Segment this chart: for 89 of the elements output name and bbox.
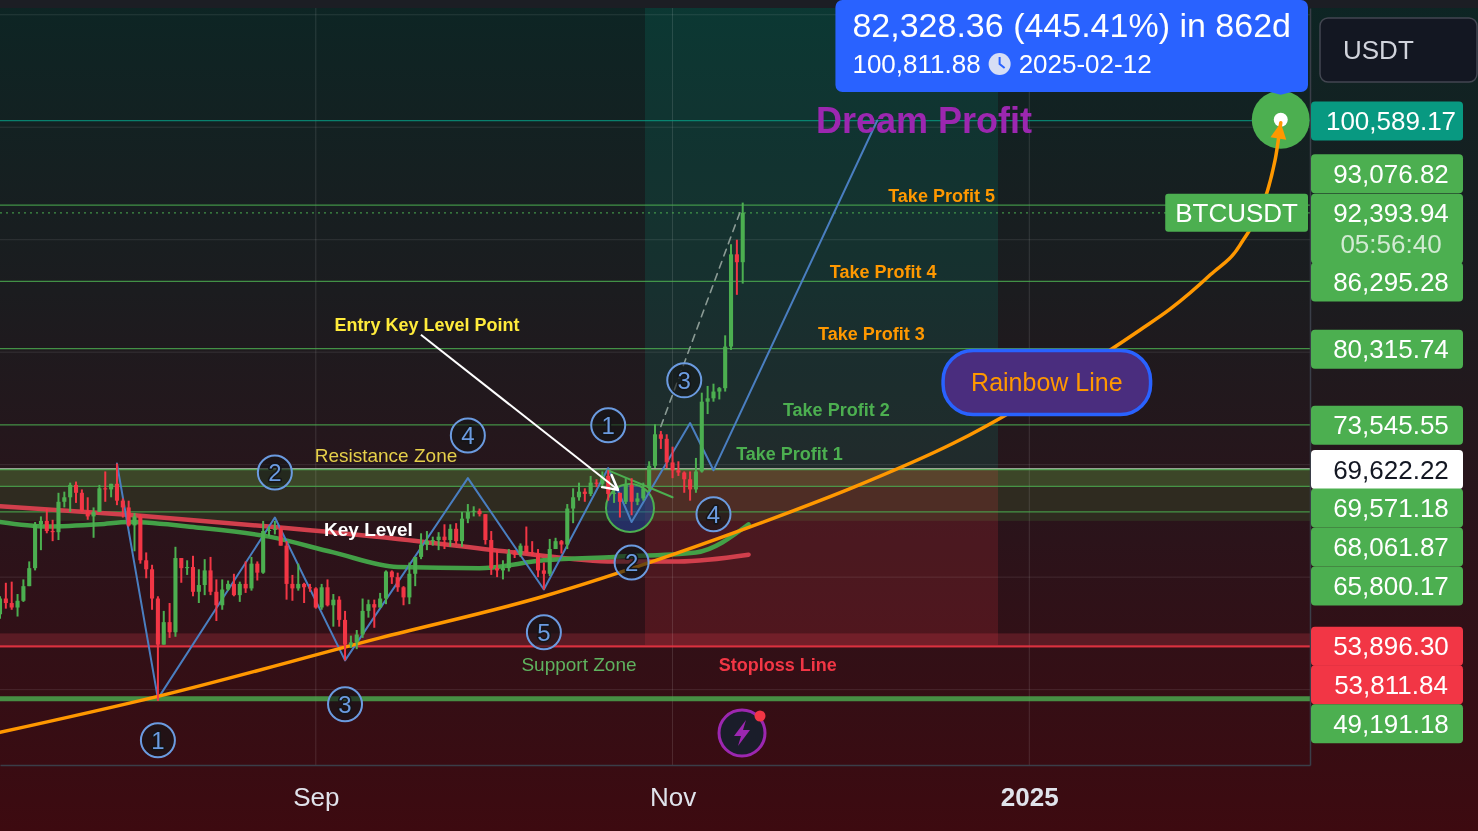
annotation: 3 [677, 366, 691, 394]
y-tick-label: 53,896.30 [1333, 631, 1449, 662]
text: 05:56:40 [1340, 229, 1442, 260]
candlestick [407, 561, 412, 606]
candlestick [27, 560, 32, 588]
ref-line-label: 93,076.82 [1333, 158, 1449, 189]
y-tick-label: 73,545.55 [1333, 410, 1449, 441]
candlestick [319, 582, 324, 611]
candlestick [278, 525, 283, 547]
candlestick [325, 578, 330, 608]
y-tick-label: 69,622.22 [1333, 454, 1449, 485]
candlestick [179, 557, 184, 584]
candlestick [448, 523, 453, 548]
y-axis-title: USDT [1343, 35, 1414, 66]
annotation: Stoploss Line [718, 655, 837, 676]
candlestick [15, 593, 20, 618]
candlestick [231, 572, 236, 598]
x-tick-label: Sep [293, 782, 340, 813]
candlestick [161, 609, 166, 646]
ref-line-label: 69,571.18 [1333, 493, 1449, 524]
candlestick [424, 530, 429, 552]
annotation: Support Zone [521, 654, 637, 676]
annotation: 4 [706, 500, 721, 528]
candlestick [535, 548, 541, 579]
ref-line-label: 65,800.17 [1333, 571, 1449, 602]
series-label: Rainbow Line [971, 368, 1123, 397]
candlestick [629, 477, 634, 517]
annotation: 82,328.36 (445.41%) in 862d [852, 6, 1291, 44]
candlestick [255, 560, 260, 582]
candlestick [372, 598, 377, 629]
candlestick [79, 488, 84, 513]
annotation: 100,811.88 [852, 49, 981, 79]
ref-line-label: 49,191.18 [1333, 708, 1449, 739]
annotation: 1 [601, 411, 615, 439]
candlestick [705, 384, 710, 416]
candlestick [337, 595, 342, 628]
candlestick [395, 571, 400, 593]
candlestick [413, 555, 418, 588]
candlestick [419, 532, 424, 561]
candlestick [530, 540, 535, 557]
annotation: 4 [461, 421, 475, 449]
y-tick-label: 92,393.94 [1333, 198, 1449, 229]
y-tick-label: 100,589.17 [1325, 106, 1457, 137]
candlestick [688, 470, 693, 502]
candlestick [360, 597, 365, 639]
candlestick [670, 445, 675, 480]
ref-line-label: BTCUSDT [1175, 197, 1299, 228]
candlestick [126, 499, 131, 528]
candlestick [313, 586, 318, 610]
annotation: 2 [268, 458, 282, 486]
annotation: 1 [151, 726, 165, 754]
candlestick [734, 238, 739, 296]
candlestick [442, 523, 447, 551]
candlestick [44, 507, 49, 535]
candlestick [208, 555, 213, 597]
annotation: 5 [537, 618, 551, 646]
candlestick [401, 585, 406, 607]
candlestick [664, 433, 669, 470]
y-tick-label: 80,315.74 [1333, 334, 1449, 365]
candlestick [237, 580, 242, 603]
candlestick [541, 561, 546, 591]
candlestick [21, 578, 26, 603]
candlestick [167, 602, 172, 639]
x-tick-label: Nov [649, 782, 697, 813]
annotation: Take Profit 5 [888, 186, 995, 207]
annotation: Take Profit 2 [782, 400, 890, 421]
annotation: Resistance Zone [314, 445, 458, 467]
candlestick [114, 462, 120, 507]
annotation: 3 [338, 690, 352, 718]
y-tick-label: 86,295.28 [1333, 266, 1449, 297]
candlestick [506, 548, 511, 573]
annotation: Take Profit 4 [829, 261, 937, 282]
candlestick [144, 551, 149, 580]
annotation: Entry Key Level Point [334, 315, 520, 336]
ref-line-label: 68,061.87 [1333, 532, 1449, 563]
candlestick [196, 568, 201, 605]
candlestick [214, 578, 219, 623]
annotation: 2025-02-12 [1018, 49, 1152, 79]
candlestick [617, 491, 622, 519]
candlestick [9, 580, 14, 611]
x-tick-label: 2025 [1000, 782, 1059, 813]
candlestick [202, 558, 207, 597]
candlestick [454, 522, 459, 546]
candlestick [220, 578, 225, 611]
ref-line-label: 53,811.84 [1334, 669, 1448, 700]
candlestick [73, 480, 79, 504]
annotation: Take Profit 3 [818, 323, 925, 344]
annotation: 2 [624, 548, 639, 576]
annotation: Take Profit 1 [736, 444, 843, 465]
